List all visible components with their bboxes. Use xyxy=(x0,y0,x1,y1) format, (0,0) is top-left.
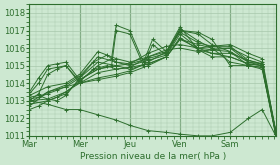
X-axis label: Pression niveau de la mer( hPa ): Pression niveau de la mer( hPa ) xyxy=(80,152,226,161)
